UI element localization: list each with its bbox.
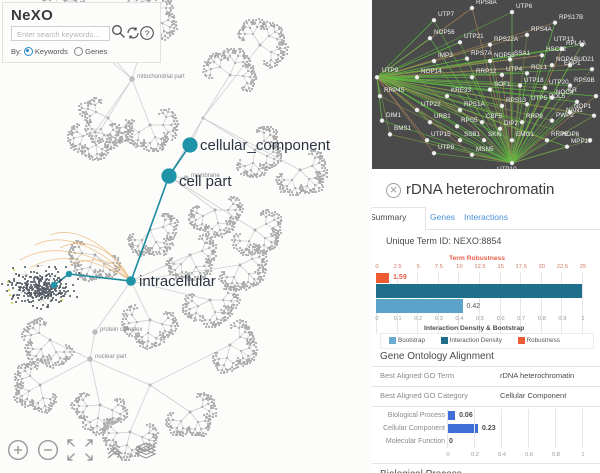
svg-text:?: ? <box>145 29 150 38</box>
